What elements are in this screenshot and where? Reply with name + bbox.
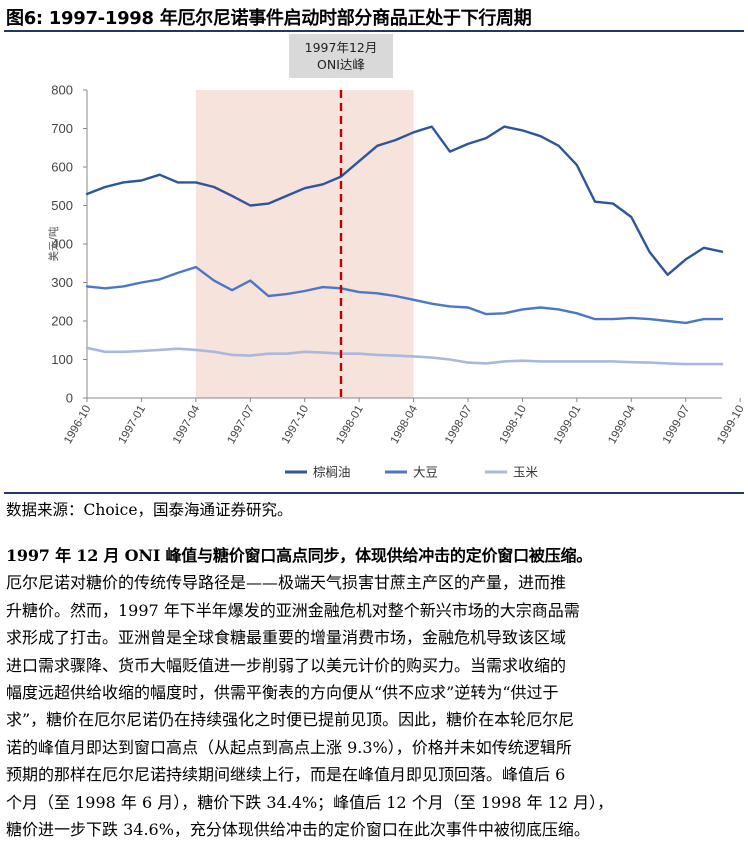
y-tick-label: 800 xyxy=(51,83,73,98)
paragraph-line: 进口需求骤降、货币大幅贬值进一步削弱了以美元计价的购买力。当需求收缩的 xyxy=(6,655,567,675)
y-tick-label: 300 xyxy=(51,275,73,290)
y-tick-label: 400 xyxy=(51,237,73,252)
paragraph-line: 糖价进一步下跌 34.6%，充分体现供给冲击的定价窗口在此次事件中被彻底压缩。 xyxy=(6,820,590,840)
x-tick-label: 1999-04 xyxy=(606,403,638,446)
paragraph-line: 求”，糖价在厄尔尼诺仍在持续强化之时便已提前见顶。因此，糖价在本轮厄尔尼 xyxy=(6,710,575,730)
legend-label: 棕榈油 xyxy=(313,465,351,480)
x-tick-label: 1998-04 xyxy=(389,403,421,446)
paragraph-line: 幅度远超供给收缩的幅度时，供需平衡表的方向便从“供不应求”逆转为“供过于 xyxy=(6,683,559,703)
paragraph-line: 求形成了打击。亚洲曾是全球食糖最重要的增量消费市场，金融危机导致该区域 xyxy=(6,628,567,648)
legend-label: 大豆 xyxy=(413,465,438,480)
figure-title: 图6: 1997-1998 年厄尔尼诺事件启动时部分商品正处于下行周期 xyxy=(6,8,532,29)
x-tick-label: 1999-01 xyxy=(552,404,584,447)
source-note: 数据来源：Choice，国泰海通证券研究。 xyxy=(6,501,293,519)
x-tick-label: 1998-10 xyxy=(498,404,530,447)
shaded-window xyxy=(195,90,414,398)
x-tick-label: 1999-10 xyxy=(715,404,747,447)
y-tick-label: 500 xyxy=(51,198,73,213)
x-tick-label: 1997-10 xyxy=(280,404,312,447)
series-line-1 xyxy=(85,125,724,276)
x-tick-label: 1997-01 xyxy=(117,404,149,447)
paragraph-line: 个月（至 1998 年 6 月），糖价下跌 34.4%；峰值后 12 个月（至 … xyxy=(6,792,614,812)
y-tick-label: 600 xyxy=(51,160,73,175)
x-tick-label: 1996-10 xyxy=(62,404,94,447)
x-tick-label: 1998-01 xyxy=(334,404,366,447)
x-tick-label: 1998-07 xyxy=(443,404,475,447)
annotation-text: 1997年12月 xyxy=(305,40,378,55)
paragraph-line: 厄尔尼诺对糖价的传统传导路径是——极端天气损害甘蔗主产区的产量，进而推 xyxy=(6,573,567,593)
paragraph-line: 预期的那样在厄尔尼诺持续期间继续上行，而是在峰值月即见顶回落。峰值后 6 xyxy=(6,765,566,785)
x-tick-label: 1997-07 xyxy=(225,404,257,447)
y-tick-label: 100 xyxy=(51,352,73,367)
x-tick-label: 1997-04 xyxy=(171,403,203,446)
line-chart: 1997年12月 ONI达峰 0 100 200 300 400 500 600 700 800 美元… xyxy=(47,34,747,480)
series-line-3 xyxy=(85,346,724,366)
paragraph-heading: 1997 年 12 月 ONI 峰值与糖价窗口高点同步，体现供给冲击的定价窗口被… xyxy=(6,546,593,565)
y-tick-label: 0 xyxy=(66,391,73,406)
x-tick-label: 1999-07 xyxy=(661,404,693,447)
title-rule xyxy=(4,30,744,32)
analysis-paragraph: 1997 年 12 月 ONI 峰值与糖价窗口高点同步，体现供给冲击的定价窗口被… xyxy=(6,542,744,843)
series-line-2 xyxy=(85,265,724,325)
annotation-text: ONI达峰 xyxy=(317,57,365,72)
annotation-box xyxy=(289,34,393,78)
paragraph-line: 升糖价。然而，1997 年下半年爆发的亚洲金融危机对整个新兴市场的大宗商品需 xyxy=(6,600,580,620)
paragraph-line: 诺的峰值月即达到窗口高点（从起点到高点上涨 9.3%），价格并未如传统逻辑所 xyxy=(6,737,572,757)
source-rule xyxy=(4,492,744,494)
y-tick-label: 700 xyxy=(51,121,73,136)
y-tick-label: 200 xyxy=(51,314,73,329)
legend-label: 玉米 xyxy=(513,465,539,480)
y-axis-title: 美元/吨 xyxy=(47,226,60,262)
